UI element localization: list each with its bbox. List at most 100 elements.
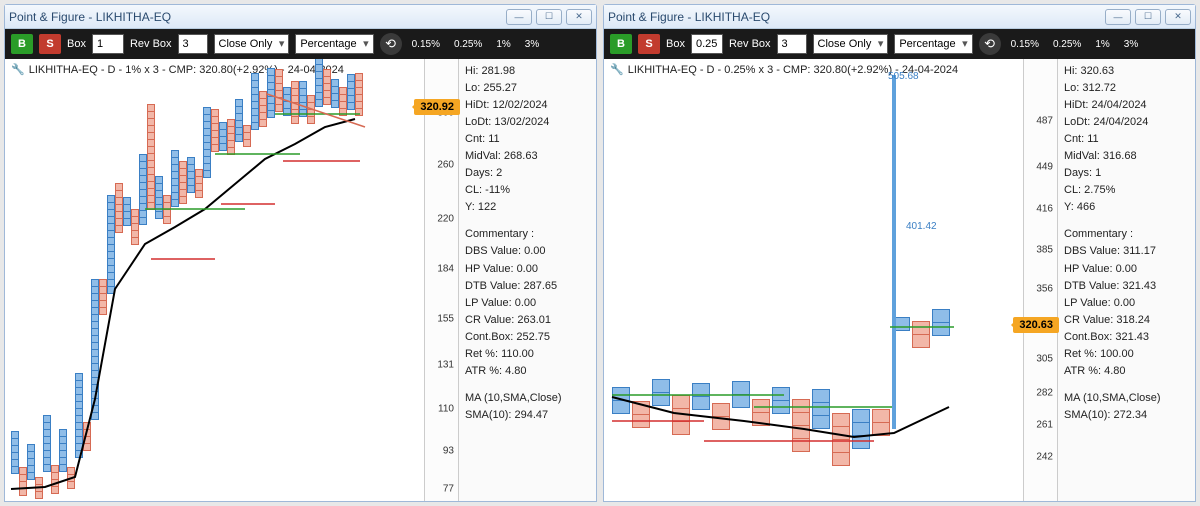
pf-box: [872, 409, 890, 423]
pf-box: [692, 383, 710, 397]
commentary-head: Commentary :: [465, 226, 590, 243]
commentary-head: Commentary :: [1064, 226, 1189, 243]
stat-row: Y: 122: [465, 199, 590, 216]
close-button[interactable]: ✕: [566, 9, 592, 25]
stats-panel: Hi: 320.63Lo: 312.72HiDt: 24/04/2024LoDt…: [1057, 59, 1195, 501]
close-button[interactable]: ✕: [1165, 9, 1191, 25]
pct-preset[interactable]: 1%: [1091, 39, 1113, 50]
pf-box: [43, 464, 51, 472]
stat-row: Hi: 281.98: [465, 63, 590, 80]
pf-box: [732, 381, 750, 395]
toolbar: BSBoxRev BoxClose OnlyPercentage⟲0.15%0.…: [5, 29, 596, 59]
pf-box: [283, 108, 291, 116]
pf-box: [632, 401, 650, 415]
revbox-label: Rev Box: [130, 38, 172, 50]
pf-box: [632, 414, 650, 428]
pct-preset[interactable]: 3%: [1120, 39, 1142, 50]
calc-mode-select[interactable]: Percentage: [894, 34, 972, 54]
pf-box: [299, 109, 307, 117]
stats-block: Hi: 281.98Lo: 255.27HiDt: 12/02/2024LoDt…: [465, 63, 590, 216]
pf-column: [331, 79, 339, 501]
pf-box: [155, 211, 163, 219]
buy-button[interactable]: B: [610, 34, 632, 54]
pf-box: [932, 322, 950, 336]
pct-preset[interactable]: 1%: [492, 39, 514, 50]
chart-window: Point & Figure - LIKHITHA-EQ—☐✕BSBoxRev …: [4, 4, 597, 502]
titlebar: Point & Figure - LIKHITHA-EQ—☐✕: [604, 5, 1195, 29]
refresh-button[interactable]: ⟲: [979, 33, 1001, 55]
pf-column: [43, 415, 51, 501]
pf-column: [91, 279, 99, 501]
commentary-row: DBS Value: 311.17: [1064, 243, 1189, 260]
stat-row: HiDt: 24/04/2024: [1064, 97, 1189, 114]
pf-column: [267, 68, 275, 501]
pf-box: [307, 116, 315, 124]
commentary-block: Commentary :DBS Value: 311.17HP Value: 0…: [1064, 226, 1189, 379]
box-input[interactable]: [92, 34, 124, 54]
pf-box: [235, 134, 243, 142]
wrench-icon[interactable]: 🔧: [610, 63, 624, 76]
pf-box: [323, 97, 331, 105]
pf-box: [652, 392, 670, 406]
pf-column: [171, 150, 179, 501]
pf-box: [712, 403, 730, 417]
sell-button[interactable]: S: [39, 34, 61, 54]
pct-preset[interactable]: 0.25%: [1049, 39, 1085, 50]
pf-column: [772, 387, 790, 501]
ma-value: SMA(10): 294.47: [465, 407, 590, 424]
pf-column: [131, 209, 139, 501]
price-mode-select[interactable]: Close Only: [214, 34, 290, 54]
revbox-input[interactable]: [178, 34, 208, 54]
pf-column: [115, 183, 123, 501]
price-mode-select[interactable]: Close Only: [813, 34, 889, 54]
pf-column: [179, 161, 187, 501]
pf-column: [155, 176, 163, 501]
pf-box: [315, 99, 323, 107]
pf-column: [832, 413, 850, 501]
pf-column: [291, 81, 299, 501]
box-input[interactable]: [691, 34, 723, 54]
pf-column: [912, 321, 930, 501]
pct-preset[interactable]: 0.15%: [408, 39, 444, 50]
pct-preset[interactable]: 0.25%: [450, 39, 486, 50]
commentary-row: ATR %: 4.80: [1064, 363, 1189, 380]
stat-row: LoDt: 24/04/2024: [1064, 114, 1189, 131]
stat-row: Cnt: 11: [1064, 131, 1189, 148]
pf-column: [692, 383, 710, 501]
stat-row: Days: 2: [465, 165, 590, 182]
stat-row: Lo: 312.72: [1064, 80, 1189, 97]
stat-row: HiDt: 12/02/2024: [465, 97, 590, 114]
pf-box: [27, 472, 35, 480]
pf-box: [251, 122, 259, 130]
revbox-input[interactable]: [777, 34, 807, 54]
pf-box: [355, 108, 363, 116]
commentary-block: Commentary :DBS Value: 0.00HP Value: 0.0…: [465, 226, 590, 379]
maximize-button[interactable]: ☐: [1135, 9, 1161, 25]
window-body: 🔧LIKHITHA-EQ - D - 0.25% x 3 - CMP: 320.…: [604, 59, 1195, 501]
chart-area[interactable]: 🔧LIKHITHA-EQ - D - 0.25% x 3 - CMP: 320.…: [604, 59, 1023, 501]
ma-block: MA (10,SMA,Close)SMA(10): 294.47: [465, 390, 590, 424]
pct-preset[interactable]: 0.15%: [1007, 39, 1043, 50]
pf-column: [51, 465, 59, 501]
stat-row: LoDt: 13/02/2024: [465, 114, 590, 131]
chart-area[interactable]: 🔧LIKHITHA-EQ - D - 1% x 3 - CMP: 320.80(…: [5, 59, 424, 501]
sell-button[interactable]: S: [638, 34, 660, 54]
commentary-row: HP Value: 0.00: [465, 261, 590, 278]
pf-column: [219, 122, 227, 501]
pct-preset[interactable]: 3%: [521, 39, 543, 50]
pf-column: [11, 431, 19, 501]
price-flag: 320.92: [414, 99, 460, 115]
maximize-button[interactable]: ☐: [536, 9, 562, 25]
wrench-icon[interactable]: 🔧: [11, 63, 25, 76]
calc-mode-select[interactable]: Percentage: [295, 34, 373, 54]
refresh-button[interactable]: ⟲: [380, 33, 402, 55]
minimize-button[interactable]: —: [506, 9, 532, 25]
minimize-button[interactable]: —: [1105, 9, 1131, 25]
stat-row: Y: 466: [1064, 199, 1189, 216]
pf-box: [652, 379, 670, 393]
buy-button[interactable]: B: [11, 34, 33, 54]
pf-column: [59, 429, 67, 501]
pf-column: [323, 69, 331, 501]
commentary-row: CR Value: 263.01: [465, 312, 590, 329]
pf-column: [195, 169, 203, 501]
